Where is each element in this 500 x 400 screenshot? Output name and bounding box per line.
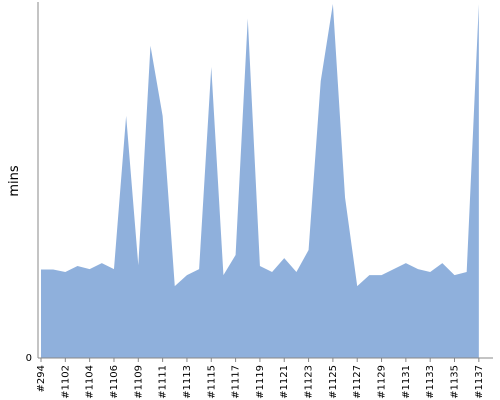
x-tick-label: #1135 — [450, 365, 461, 399]
x-tick-label: #1137 — [474, 365, 485, 399]
y-tick-label: 0 — [26, 353, 32, 364]
y-axis-ticks: 0 — [26, 353, 32, 364]
x-tick-label: #1119 — [255, 365, 266, 399]
x-tick-label: #1131 — [401, 365, 412, 399]
x-tick-label: #1111 — [158, 365, 169, 399]
x-tick-label: #1106 — [109, 365, 120, 399]
x-tick-label: #1127 — [352, 365, 363, 399]
x-tick-label: #1113 — [182, 365, 193, 399]
x-tick-label: #1123 — [304, 365, 315, 399]
x-axis-ticks: #294 #1102 #1104 #1106 #1109 #1111 #1113 #1115 #… — [36, 358, 485, 399]
x-tick-label: #1117 — [231, 365, 242, 399]
x-tick-label: #1121 — [279, 365, 290, 399]
x-tick-label: #1133 — [425, 365, 436, 399]
y-axis-label: mins — [7, 165, 22, 197]
x-tick-label: #294 — [36, 365, 47, 392]
x-tick-label: #1109 — [133, 365, 144, 399]
x-tick-label: #1125 — [328, 365, 339, 399]
plot-area — [41, 4, 479, 358]
x-tick-label: #1102 — [60, 365, 71, 399]
x-tick-label: #1129 — [377, 365, 388, 399]
x-tick-label: #1104 — [85, 365, 96, 399]
series-area — [41, 4, 479, 358]
x-tick-label: #1115 — [206, 365, 217, 399]
